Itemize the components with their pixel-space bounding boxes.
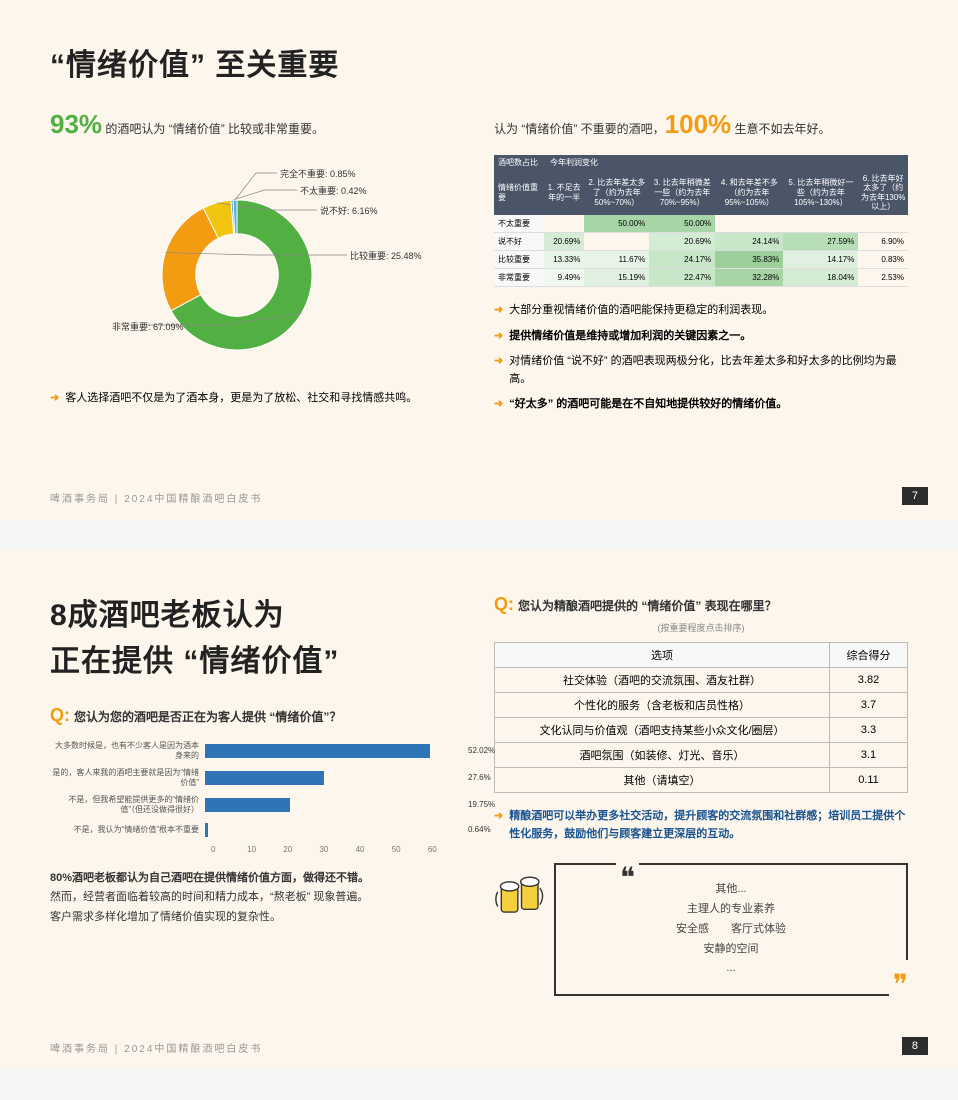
slide2-page: 8 (902, 1037, 928, 1055)
donut-label: 不太重要: 0.42% (300, 184, 367, 197)
bullet-arrow-icon: ➜ (50, 390, 59, 408)
slide1-page: 7 (902, 487, 928, 505)
slide2-right-bullet: ➜ 精酿酒吧可以举办更多社交活动，提升顾客的交流氛围和社群感；培训员工提供个性化… (494, 808, 908, 843)
bullet-item: ➜提供情绪价值是维持或增加利润的关键因素之一。 (494, 328, 908, 346)
bullet-item: ➜对情绪价值 “说不好” 的酒吧表现两极分化，比去年差太多和好太多的比例均为最高… (494, 353, 908, 388)
stat-93: 93% (50, 109, 102, 139)
beer-mugs-icon (494, 868, 549, 923)
slide1-footer: 啤酒事务局 | 2024中国精酿酒吧白皮书 (50, 490, 262, 505)
slide1-right-col: 认为 “情绪价值” 不重要的酒吧，100% 生意不如去年好。 酒吧数占比今年利润… (494, 109, 908, 422)
bullet-item: ➜大部分重视情绪价值的酒吧能保持更稳定的利润表现。 (494, 302, 908, 320)
hbar-row: 大多数时候是，也有不少客人是因为酒本身来的52.02% (50, 741, 464, 760)
slide1-left-col: 93% 的酒吧认为 “情绪价值” 比较或非常重要。 非常重要: 67.09%比较… (50, 109, 464, 422)
slide2-q-right: Q:您认为精酿酒吧提供的 “情绪价值” 表现在哪里？ (494, 594, 908, 615)
hbar-row: 不是，我认为“情绪价值”根本不重要0.64% (50, 823, 464, 837)
q-icon: Q: (50, 705, 70, 725)
slide1-left-stat: 93% 的酒吧认为 “情绪价值” 比较或非常重要。 (50, 109, 464, 140)
slide2-title-l1: 8成酒吧老板认为 (50, 590, 464, 634)
slide2-left-col: 8成酒吧老板认为 正在提供 “情绪价值” Q:您认为您的酒吧是否正在为客人提供 … (50, 590, 464, 996)
hbar-row: 不是，但我希望能提供更多的“情绪价值”（但还没做得很好）19.75% (50, 795, 464, 814)
donut-label: 完全不重要: 0.85% (280, 167, 356, 180)
bullet-item: ➜“好太多” 的酒吧可能是在不自知地提供较好的情绪价值。 (494, 396, 908, 414)
bullet-arrow-icon: ➜ (494, 808, 503, 843)
slide-7: “情绪价值” 至关重要 93% 的酒吧认为 “情绪价值” 比较或非常重要。 非常… (0, 0, 958, 520)
quote-open-icon: ❝ (616, 853, 639, 903)
donut-label: 比较重要: 25.48% (350, 249, 422, 262)
profit-table: 酒吧数占比今年利润变化情绪价值重要1. 不足去年的一半2. 比去年差太多了（约为… (494, 155, 908, 287)
donut-chart: 非常重要: 67.09%比较重要: 25.48%说不好: 6.16%不太重要: … (117, 155, 397, 375)
bullet-item: ➜客人选择酒吧不仅是为了酒本身，更是为了放松、社交和寻找情感共鸣。 (50, 390, 464, 408)
slide2-paragraph: 80%酒吧老板都认为自己酒吧在提供情绪价值方面，做得还不错。然而，经营者面临着较… (50, 869, 464, 928)
slide1-right-stat: 认为 “情绪价值” 不重要的酒吧，100% 生意不如去年好。 (494, 109, 908, 140)
donut-label: 非常重要: 67.09% (112, 320, 184, 333)
donut-label: 说不好: 6.16% (320, 204, 378, 217)
slide2-title-l2: 正在提供 “情绪价值” (50, 636, 464, 680)
score-table: 选项综合得分社交体验（酒吧的交流氛围、酒友社群）3.82个性化的服务（含老板和店… (494, 642, 908, 793)
bullet-arrow-icon: ➜ (494, 396, 503, 414)
slide2-q-left: Q:您认为您的酒吧是否正在为客人提供 “情绪价值”？ (50, 705, 464, 726)
slide1-title: “情绪价值” 至关重要 (50, 40, 908, 84)
bullet-arrow-icon: ➜ (494, 302, 503, 320)
slide-8: 8成酒吧老板认为 正在提供 “情绪价值” Q:您认为您的酒吧是否正在为客人提供 … (0, 550, 958, 1070)
hbar-row: 是的，客人来我的酒吧主要就是因为“情绪价值”27.6% (50, 768, 464, 787)
q-icon: Q: (494, 594, 514, 614)
bullet-arrow-icon: ➜ (494, 328, 503, 346)
bullet-arrow-icon: ➜ (494, 353, 503, 388)
slide1-right-bullets: ➜大部分重视情绪价值的酒吧能保持更稳定的利润表现。 ➜提供情绪价值是维持或增加利润… (494, 302, 908, 414)
quote-box: ❝ ❞ 其他...主理人的专业素养安全感 客厅式体验安静的空间... (554, 863, 908, 996)
hbar-chart: 大多数时候是，也有不少客人是因为酒本身来的52.02% 是的，客人来我的酒吧主要就… (50, 741, 464, 854)
stat-100: 100% (665, 109, 732, 139)
slide2-q-right-sub: (按重要程度点击排序) (494, 621, 908, 634)
slide2-right-col: Q:您认为精酿酒吧提供的 “情绪价值” 表现在哪里？ (按重要程度点击排序) 选… (494, 590, 908, 996)
quote-close-icon: ❞ (889, 960, 912, 1010)
slide2-footer: 啤酒事务局 | 2024中国精酿酒吧白皮书 (50, 1040, 262, 1055)
slide1-left-bullets: ➜客人选择酒吧不仅是为了酒本身，更是为了放松、社交和寻找情感共鸣。 (50, 390, 464, 408)
